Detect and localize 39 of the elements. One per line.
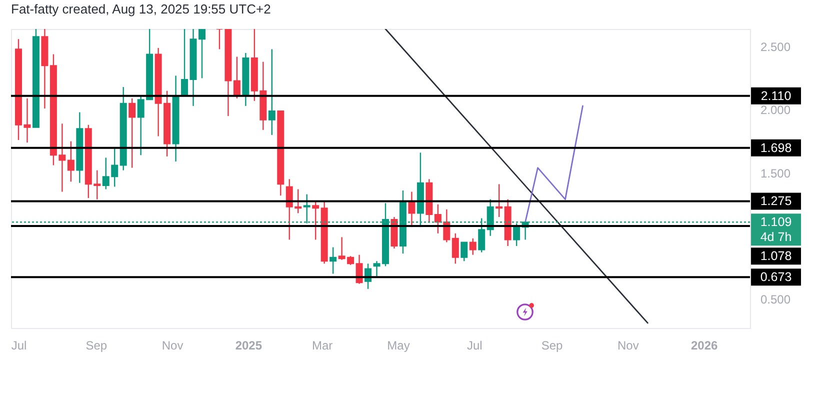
- x-tick-label: Sep: [86, 338, 108, 352]
- candlestick: [216, 28, 223, 50]
- ref-line-label: 1.698: [760, 140, 792, 155]
- candlestick: [408, 191, 416, 228]
- x-tick-label: Sep: [541, 338, 564, 352]
- x-tick-label: Nov: [617, 338, 639, 352]
- candlestick: [496, 184, 503, 218]
- chart-title: Fat-fatty created, Aug 13, 2025 19:55 UTC+2: [11, 1, 271, 16]
- x-tick-label: 2026: [690, 338, 718, 352]
- x-tick-label: Jul: [466, 338, 482, 352]
- ref-line-label: 2.110: [760, 88, 792, 103]
- x-tick-label: Jul: [11, 338, 27, 352]
- candlestick: [460, 242, 468, 262]
- ref-line-label: 1.078: [760, 249, 792, 264]
- candlestick: [67, 140, 74, 182]
- y-tick-label: 2.500: [760, 40, 791, 54]
- candlestick: [303, 194, 310, 224]
- candlestick: [478, 218, 486, 253]
- candlestick: [181, 28, 188, 96]
- y-tick-label: 0.500: [760, 292, 791, 306]
- candlestick: [330, 246, 337, 274]
- candlestick: [356, 254, 363, 284]
- x-tick-label: 2025: [235, 338, 262, 352]
- candlestick: [268, 48, 276, 136]
- x-tick-label: Nov: [162, 338, 184, 352]
- ref-line-label: 1.275: [760, 194, 792, 208]
- candlestick: [312, 201, 320, 240]
- ref-line-label: 1.109 4d 7h: [760, 215, 792, 244]
- y-tick-label: 1.500: [760, 166, 791, 180]
- x-tick-label: Mar: [312, 338, 333, 352]
- ref-line-label: 0.673: [760, 270, 792, 284]
- x-tick-label: May: [387, 338, 410, 352]
- y-tick-label: 2.000: [760, 103, 791, 118]
- candlestick: [469, 238, 476, 256]
- candlestick: [452, 232, 459, 264]
- candlestick: [233, 56, 240, 99]
- candlestick: [128, 98, 136, 168]
- candlestick: [513, 222, 520, 247]
- candlestick: [434, 204, 442, 234]
